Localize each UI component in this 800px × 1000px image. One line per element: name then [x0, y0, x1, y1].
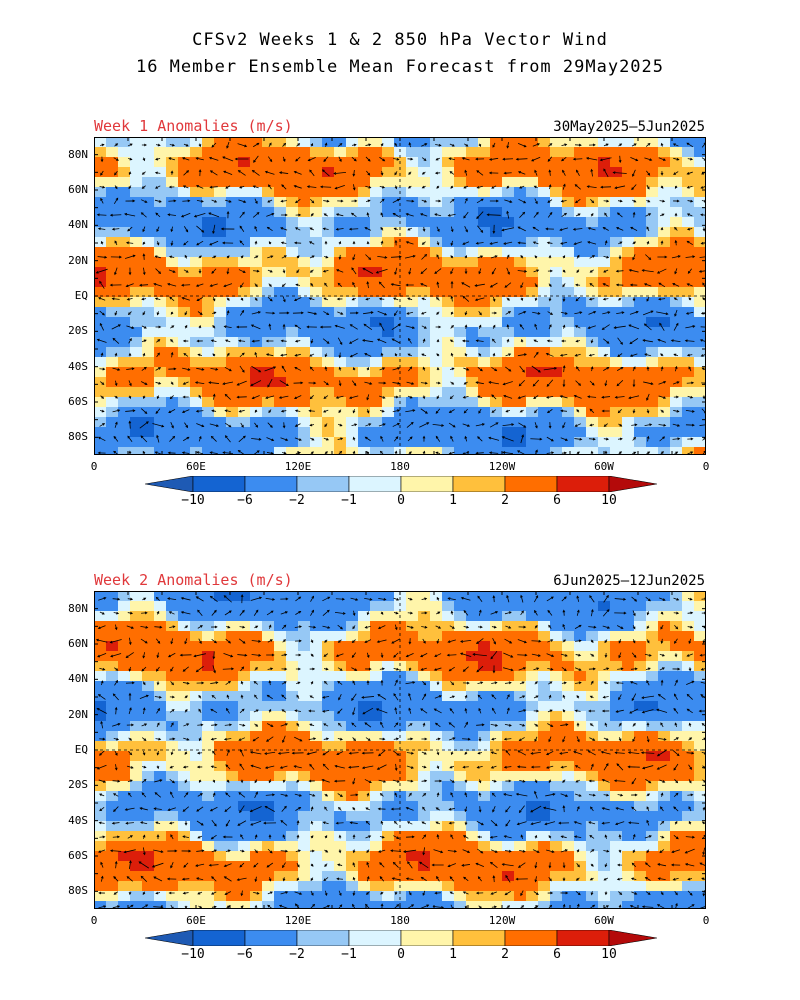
week2-colorbar-tick-label: 2: [501, 947, 509, 962]
week2-colorbar: [145, 930, 657, 946]
week2-lon-label: 120W: [488, 914, 516, 927]
week2-colorbar-swatch: [348, 930, 402, 946]
week1-colorbar-tick-label: −10: [181, 493, 205, 508]
week2-colorbar-tick-label: −1: [341, 947, 357, 962]
week1-lon-label: 60W: [594, 460, 614, 473]
week1-map: [94, 137, 706, 455]
week1-colorbar-low-arrow: [145, 476, 194, 492]
week2-colorbar-swatch: [556, 930, 610, 946]
week1-lat-label: 20N: [68, 253, 88, 267]
week1-lon-label: 60E: [186, 460, 206, 473]
week2-lat-label: EQ: [74, 743, 88, 756]
week1-map-svg: [94, 137, 706, 455]
week1-colorbar-swatch: [504, 476, 558, 492]
week2-colorbar-tick-label: −10: [181, 947, 205, 962]
week2-tick-marks: [94, 591, 706, 909]
week1-lon-label: 0: [90, 460, 98, 473]
week2-colorbar-swatch: [400, 930, 454, 946]
week2-lat-label: 60S: [68, 849, 88, 862]
week1-lat-label: 80N: [68, 147, 88, 161]
week1-lon-label: 120E: [284, 460, 312, 473]
chart-title-line-2: 16 Member Ensemble Mean Forecast from 29…: [135, 57, 665, 77]
week2-lon-label: 0: [90, 914, 98, 927]
week2-lon-label: 0: [702, 914, 710, 927]
week2-lon-label: 60W: [594, 914, 614, 927]
week2-colorbar-high-arrow: [608, 930, 657, 946]
week1-colorbar-tick-label: −2: [289, 493, 305, 508]
week2-map: [94, 591, 706, 909]
week1-colorbar-swatch: [296, 476, 350, 492]
week1-lat-label: 20S: [68, 324, 88, 338]
week2-colorbar-swatch: [244, 930, 298, 946]
chart-title-line-1: CFSv2 Weeks 1 & 2 850 hPa Vector Wind: [192, 30, 608, 50]
week1-colorbar-tick-label: 0: [397, 493, 405, 508]
week1-colorbar-high-arrow: [608, 476, 657, 492]
week2-colorbar-tick-label: 0: [397, 947, 405, 962]
week2-colorbar-swatch: [504, 930, 558, 946]
week1-lon-label: 0: [702, 460, 710, 473]
week1-colorbar-swatch: [244, 476, 298, 492]
week2-dates: 6Jun2025—12Jun2025: [553, 573, 705, 589]
week1-colorbar: [145, 476, 657, 492]
week2-colorbar-swatch: [452, 930, 506, 946]
week2-colorbar-tick-label: −2: [289, 947, 305, 962]
week2-map-svg: [94, 591, 706, 909]
week1-colorbar-swatch: [192, 476, 246, 492]
week2-colorbar-tick-label: 6: [553, 947, 561, 962]
week2-lat-label: 80S: [68, 884, 88, 898]
week1-label: Week 1 Anomalies (m/s): [94, 117, 293, 135]
week2-colorbar-tick-label: 1: [449, 947, 457, 962]
week2-anomaly-field: [94, 591, 706, 909]
week2-lat-label: 60N: [68, 637, 88, 650]
week2-colorbar-tick-label: −6: [237, 947, 253, 962]
week1-lon-label: 120W: [488, 460, 516, 473]
week2-lon-label: 120E: [284, 914, 312, 927]
week1-lat-label: 40S: [68, 359, 88, 373]
week2-lat-label: 20N: [68, 707, 88, 721]
week1-lat-label: 60S: [68, 395, 88, 408]
week1-lat-label: EQ: [74, 289, 88, 302]
week2-label: Week 2 Anomalies (m/s): [94, 571, 293, 589]
week1-colorbar-swatch: [452, 476, 506, 492]
week1-dates: 30May2025—5Jun2025: [553, 119, 705, 135]
week2-lon-label: 60E: [186, 914, 206, 927]
week2-colorbar-swatch: [296, 930, 350, 946]
week2-colorbar-tick-label: 10: [601, 947, 617, 962]
week1-colorbar-swatch: [400, 476, 454, 492]
week1-colorbar-swatch: [348, 476, 402, 492]
week1-colorbar-tick-label: −6: [237, 493, 253, 508]
week2-lat-label: 40S: [68, 813, 88, 827]
week1-colorbar-tick-label: 6: [553, 493, 561, 508]
week1-colorbar-tick-label: 10: [601, 493, 617, 508]
week1-wind-vectors: [95, 141, 706, 455]
week2-lat-label: 40N: [68, 672, 88, 686]
week2-colorbar-swatch: [192, 930, 246, 946]
week1-colorbar-tick-label: 2: [501, 493, 509, 508]
week1-colorbar-swatch: [556, 476, 610, 492]
week2-lat-label: 80N: [68, 601, 88, 615]
week1-tick-marks: [94, 137, 706, 455]
week1-lat-label: 40N: [68, 218, 88, 232]
week2-lon-label: 180: [390, 914, 410, 927]
week1-lon-label: 180: [390, 460, 410, 473]
week1-lat-label: 80S: [68, 430, 88, 444]
week1-lat-label: 60N: [68, 183, 88, 196]
week2-colorbar-low-arrow: [145, 930, 194, 946]
week2-lat-label: 20S: [68, 778, 88, 792]
week1-colorbar-tick-label: 1: [449, 493, 457, 508]
week1-colorbar-tick-label: −1: [341, 493, 357, 508]
